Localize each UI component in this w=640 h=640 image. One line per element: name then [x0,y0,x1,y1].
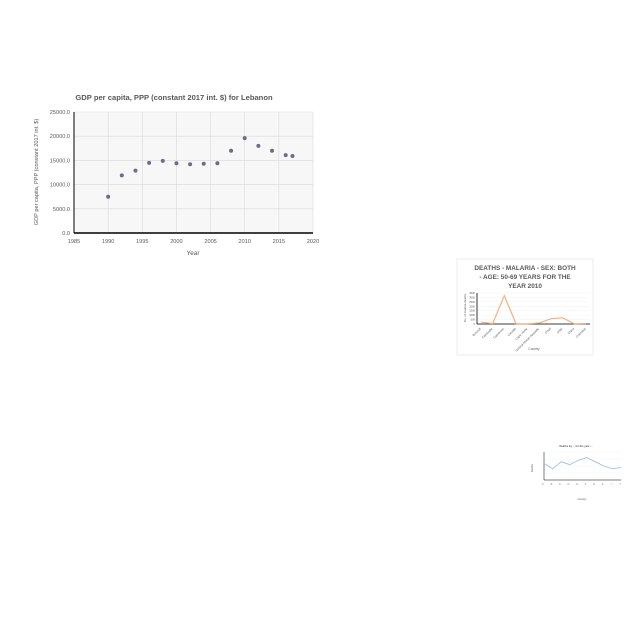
x-tick-label: H [601,482,605,486]
y-tick-label: 20000.0 [50,134,70,140]
data-point [160,158,165,163]
x-tick-label: G [593,482,597,486]
data-point [133,168,138,173]
x-tick-label: D [567,482,571,486]
x-tick-label: A [541,482,545,486]
data-point [270,148,275,153]
data-point [256,143,261,148]
x-tick-label: 2010 [238,239,250,245]
x-tick-label: F [584,482,588,486]
data-point [242,136,247,141]
y-tick-label: 500 [471,318,476,322]
data-point [201,161,206,166]
data-point [188,162,193,167]
x-tick-label: I [611,482,614,485]
y-tick-label: 5000.0 [53,207,70,213]
x-tick-label: J [619,482,623,486]
data-point [174,161,179,166]
x-tick-label: Chad [544,327,552,335]
chart-title: Deaths by ... for the year ... [559,444,592,448]
series-line [480,294,587,325]
gdp-scatter-chart: GDP per capita, PPP (constant 2017 int. … [34,93,319,257]
data-point [147,160,152,165]
chart-title-line-3: YEAR 2010 [508,283,542,290]
data-point [290,154,295,159]
x-tick-label: E [576,482,580,486]
x-tick-label: 2015 [273,239,285,245]
y-tick-label: 0.0 [62,231,70,237]
data-point [283,153,288,158]
x-tick-label: Canada [506,327,516,337]
x-tick-label: 2020 [307,239,319,245]
data-point [229,148,234,153]
x-tick-label: 2005 [204,239,216,245]
y-axis-label: GDP per capita, PPP (constant 2017 int. … [34,119,40,226]
y-axis-label: No. of malaria deaths [463,293,467,322]
x-axis-label: Country [528,347,540,351]
y-tick-label: 2000 [469,304,475,308]
x-tick-label: 2000 [170,239,182,245]
malaria-line-chart: DEATHS - MALARIA - SEX: BOTH - AGE: 50-6… [456,258,594,356]
x-tick-label: 1985 [68,239,80,245]
x-tick-label: 1995 [136,239,148,245]
chart-title-line-1: DEATHS - MALARIA - SEX: BOTH [474,265,576,272]
x-axis-label: Year [187,250,201,257]
series-line [543,457,622,470]
x-tick-label: B [550,482,554,486]
data-point [215,161,220,166]
chart-title-line-2: - AGE: 50-69 YEARS FOR THE [479,274,571,281]
chart-title: GDP per capita, PPP (constant 2017 int. … [75,93,273,102]
data-point [106,194,111,199]
x-axis-label: Country [577,497,587,501]
y-tick-label: 3000 [469,295,475,299]
y-tick-label: 1000 [469,313,475,317]
x-tick-label: 1990 [102,239,114,245]
data-point [119,173,124,178]
plot-area [74,112,313,233]
x-tick-label: C [558,482,562,486]
x-tick-label: China [567,327,576,336]
y-tick-label: 3500 [469,291,475,295]
y-tick-label: 0 [474,322,476,326]
y-tick-label: 10000.0 [50,183,70,189]
y-tick-label: 2500 [469,300,475,304]
x-tick-label: Chile [556,327,564,335]
chart-frame [456,258,594,356]
y-axis-label: Deaths [530,463,534,472]
y-tick-label: 15000.0 [50,158,70,164]
y-tick-label: 1500 [469,309,475,313]
x-tick-label: Burundi [472,327,482,337]
y-tick-label: 25000.0 [50,110,70,116]
